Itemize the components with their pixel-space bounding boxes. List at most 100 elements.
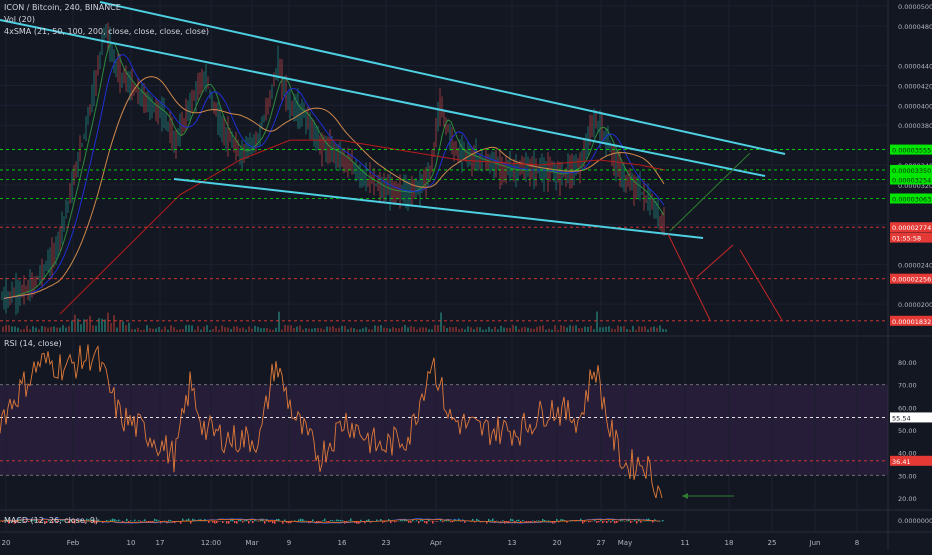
macd-bar <box>608 520 610 521</box>
volume-bar <box>566 328 568 332</box>
volume-bar <box>347 329 349 332</box>
macd-bar <box>222 521 224 523</box>
volume-bar <box>212 329 214 332</box>
volume-bar <box>206 325 208 332</box>
volume-bar <box>575 325 577 332</box>
volume-bar <box>326 327 328 332</box>
symbol-title[interactable]: ICON / Bitcoin, 240, BINANCE <box>4 2 209 14</box>
macd-bar <box>630 521 632 523</box>
macd-bar <box>616 521 618 523</box>
volume-label[interactable]: Vol (20) <box>4 14 209 26</box>
volume-bar <box>281 330 283 332</box>
volume-bar <box>224 327 226 332</box>
macd-bar <box>464 521 466 523</box>
y-tick-label: 0.00002000 <box>898 301 932 309</box>
sma-label[interactable]: 4xSMA (21, 50, 100, 200, close, close, c… <box>4 26 209 38</box>
macd-bar <box>164 521 166 522</box>
macd-bar <box>170 520 172 521</box>
macd-bar <box>432 521 434 524</box>
macd-bar <box>306 521 308 522</box>
macd-bar <box>546 521 548 522</box>
volume-bar <box>590 326 592 332</box>
macd-bar <box>348 520 350 521</box>
macd-bar <box>460 521 462 522</box>
volume-bar <box>227 328 229 332</box>
volume-bar <box>80 324 82 332</box>
volume-bar <box>572 326 574 332</box>
volume-bar <box>593 329 595 332</box>
volume-bar <box>197 326 199 332</box>
macd-bar <box>426 521 428 524</box>
volume-bar <box>587 327 589 332</box>
volume-bar <box>536 327 538 332</box>
volume-bar <box>458 329 460 332</box>
macd-bar <box>584 521 586 522</box>
volume-bar <box>245 330 247 332</box>
macd-bar <box>342 520 344 521</box>
volume-bar <box>122 322 124 332</box>
volume-bar <box>509 328 511 332</box>
volume-bar <box>482 330 484 332</box>
volume-bar <box>539 326 541 332</box>
macd-bar <box>228 521 230 524</box>
volume-bar <box>545 330 547 332</box>
volume-bar <box>608 326 610 332</box>
volume-bar <box>329 327 331 332</box>
volume-bar <box>560 325 562 332</box>
macd-bar <box>218 521 220 522</box>
volume-bar <box>194 330 196 332</box>
price-tag-label: 0.00003350 <box>892 167 931 175</box>
rsi-label[interactable]: RSI (14, close) <box>4 338 62 350</box>
volume-bar <box>626 329 628 332</box>
volume-bar <box>341 326 343 332</box>
macd-bar <box>150 521 152 522</box>
volume-bar <box>473 329 475 332</box>
macd-bar <box>154 519 156 522</box>
macd-bar <box>248 521 250 524</box>
volume-bar <box>314 328 316 332</box>
macd-bar <box>140 521 142 522</box>
macd-bar <box>126 519 128 522</box>
volume-bar <box>23 329 25 332</box>
macd-label[interactable]: MACD (12, 26, close, 9) <box>4 515 98 527</box>
macd-bar <box>142 521 144 522</box>
volume-bar <box>407 327 409 332</box>
volume-bar <box>443 326 445 332</box>
macd-bar <box>146 521 148 522</box>
macd-bar <box>602 521 604 523</box>
macd-bar <box>500 521 502 522</box>
volume-bar <box>479 327 481 332</box>
x-tick-label: 9 <box>287 539 291 547</box>
volume-bar <box>293 328 295 332</box>
macd-bar <box>502 520 504 521</box>
volume-bar <box>404 325 406 332</box>
rsi-tick-label: 60.00 <box>898 404 917 412</box>
volume-bar <box>26 326 28 332</box>
volume-bar <box>665 329 667 332</box>
volume-bar <box>110 323 112 332</box>
volume-bar <box>332 326 334 332</box>
macd-bar <box>268 521 270 522</box>
volume-bar <box>374 325 376 332</box>
macd-bar <box>118 520 120 522</box>
macd-bar <box>122 521 124 522</box>
price-tag-label: 0.00003555 <box>892 147 931 155</box>
rsi-legend: RSI (14, close) <box>4 338 62 350</box>
volume-bar <box>620 327 622 332</box>
volume-bar <box>422 327 424 332</box>
volume-bar <box>8 325 10 332</box>
volume-bar <box>65 328 67 332</box>
volume-bar <box>53 326 55 332</box>
volume-bar <box>632 326 634 332</box>
volume-bar <box>476 327 478 332</box>
volume-bar <box>512 325 514 332</box>
volume-bar <box>662 329 664 332</box>
volume-bar <box>35 328 37 332</box>
price-tag-label: 0.00003063 <box>892 195 931 203</box>
volume-bar <box>266 328 268 332</box>
volume-bar <box>497 329 499 332</box>
macd-bar <box>216 521 218 523</box>
volume-bar <box>290 325 292 332</box>
